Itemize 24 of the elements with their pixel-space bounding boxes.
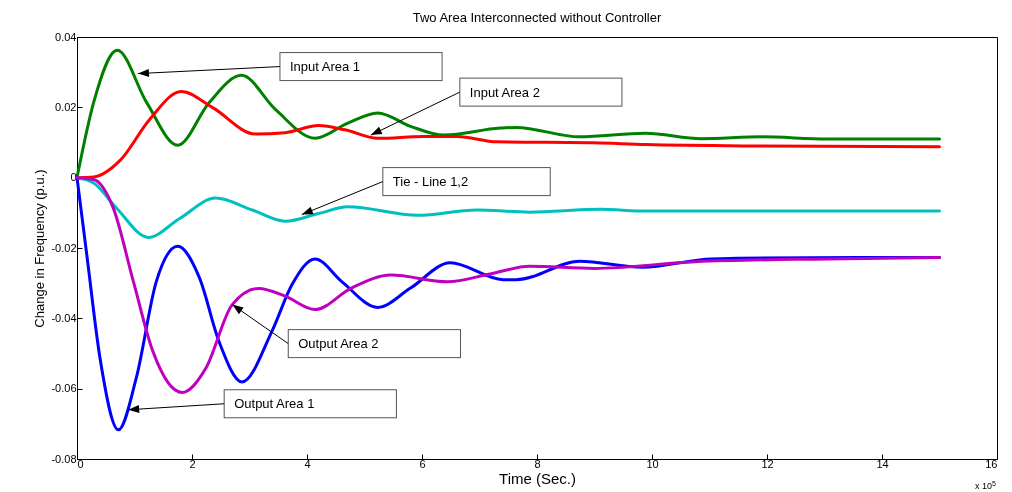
annotation: Input Area 2 bbox=[469, 84, 540, 100]
x-tick-label: 12 bbox=[761, 457, 774, 470]
x-tick-label: 10 bbox=[646, 457, 659, 470]
y-tick-label: -0.02 bbox=[51, 241, 77, 254]
annotation: Output Area 1 bbox=[234, 396, 315, 412]
text: x 10$^{5}$ bbox=[975, 479, 997, 491]
x-tick-label: 4 bbox=[304, 457, 311, 470]
x-tick-label: 8 bbox=[534, 457, 541, 470]
y-tick-label: -0.06 bbox=[51, 382, 77, 395]
y-axis-title: Change in Frequency (p.u.) bbox=[32, 169, 48, 328]
y-tick-label: 0.02 bbox=[55, 100, 77, 113]
x-tick-label: 16 bbox=[985, 457, 998, 470]
x-tick-label: 2 bbox=[189, 457, 196, 470]
x-tick-label: 6 bbox=[419, 457, 426, 470]
y-tick-label: 0.04 bbox=[55, 30, 77, 43]
annotation: Tie - Line 1,2 bbox=[392, 174, 469, 190]
chart-title: Two Area Interconnected without Controller bbox=[412, 10, 662, 25]
y-tick-label: -0.08 bbox=[51, 452, 77, 465]
annotation: Output Area 2 bbox=[298, 336, 379, 352]
annotation: Input Area 1 bbox=[289, 59, 361, 75]
y-tick-label: -0.04 bbox=[51, 311, 77, 324]
x-axis-title: Time (Sec.) bbox=[499, 469, 576, 487]
x-tick-label: 14 bbox=[876, 457, 889, 470]
y-tick-label: 0 bbox=[70, 171, 77, 184]
